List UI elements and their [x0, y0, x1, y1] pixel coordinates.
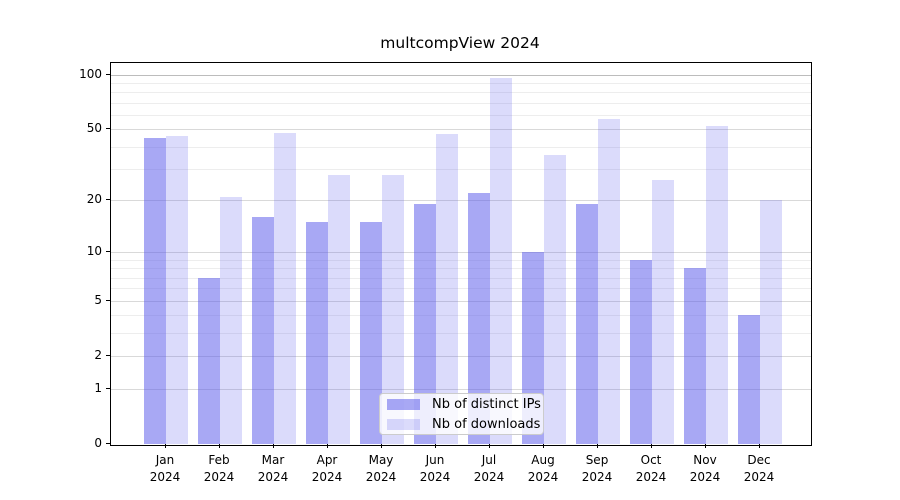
- bar-nb-of-distinct-ips-mar: [252, 217, 274, 444]
- plot-area: [110, 62, 812, 446]
- y-axis-tick-label-0: 0: [94, 436, 102, 450]
- legend: Nb of distinct IPs Nb of downloads: [379, 393, 544, 435]
- y-axis-tick-label-5: 5: [94, 292, 102, 307]
- bar-nb-of-downloads-nov: [706, 126, 728, 444]
- legend-item-distinct-ips: Nb of distinct IPs: [387, 394, 543, 414]
- y-axis-tick-0: [106, 443, 110, 444]
- y-axis-tick-label-50: 50: [86, 121, 102, 136]
- y-axis-tick-label-2: 2: [94, 348, 102, 363]
- y-gridline-major-100: [111, 74, 811, 76]
- bar-nb-of-distinct-ips-sep: [576, 204, 598, 444]
- bar-nb-of-downloads-jul: [490, 78, 512, 444]
- y-gridline-minor-3: [111, 333, 811, 335]
- x-axis-tick-sep: [597, 444, 598, 448]
- x-axis-tick-apr: [327, 444, 328, 448]
- y-gridline-major-20: [111, 200, 811, 202]
- y-gridline-major-5: [111, 300, 811, 302]
- x-axis-tick-jan: [165, 444, 166, 448]
- bar-nb-of-downloads-dec: [760, 200, 782, 444]
- bar-nb-of-distinct-ips-feb: [198, 277, 220, 444]
- bar-nb-of-distinct-ips-dec: [738, 315, 760, 444]
- x-axis-tick-label-jan: Jan 2024: [149, 453, 181, 484]
- bar-nb-of-downloads-oct: [652, 180, 674, 444]
- bar-nb-of-distinct-ips-oct: [630, 259, 652, 444]
- y-gridline-major-2: [111, 356, 811, 358]
- legend-swatch-downloads: [387, 418, 420, 430]
- y-gridline-minor-30: [111, 169, 811, 171]
- bar-nb-of-distinct-ips-nov: [684, 268, 706, 444]
- bar-nb-of-distinct-ips-apr: [306, 222, 328, 444]
- x-axis-tick-may: [381, 444, 382, 448]
- bar-nb-of-downloads-jun: [436, 134, 458, 444]
- y-axis-tick-label-1: 1: [94, 380, 102, 395]
- y-gridline-minor-90: [111, 83, 811, 85]
- y-gridline-minor-70: [111, 103, 811, 104]
- y-gridline-minor-6: [111, 288, 811, 290]
- y-axis-tick-5: [106, 299, 110, 301]
- x-axis-tick-dec: [759, 444, 760, 448]
- x-axis-tick-jul: [489, 444, 490, 448]
- bar-nb-of-downloads-apr: [328, 174, 350, 444]
- x-axis-tick-aug: [543, 444, 544, 448]
- x-axis-tick-label-oct: Oct 2024: [635, 453, 667, 484]
- bar-nb-of-distinct-ips-jan: [144, 137, 166, 444]
- x-axis-tick-label-apr: Apr 2024: [311, 453, 343, 484]
- bar-nb-of-downloads-jan: [166, 136, 188, 444]
- x-axis-tick-label-feb: Feb 2024: [203, 453, 235, 484]
- x-axis-tick-label-mar: Mar 2024: [257, 453, 289, 484]
- y-gridline-minor-7: [111, 277, 811, 279]
- bar-nb-of-downloads-feb: [220, 196, 242, 444]
- y-axis-tick-10: [106, 251, 110, 253]
- y-gridline-major-1: [111, 388, 811, 390]
- x-axis-tick-nov: [705, 444, 706, 448]
- x-axis-tick-label-dec: Dec 2024: [743, 453, 775, 484]
- y-axis-tick-50: [106, 128, 110, 130]
- x-axis-tick-oct: [651, 444, 652, 448]
- y-gridline-minor-8: [111, 268, 811, 270]
- x-axis-tick-label-jun: Jun 2024: [419, 453, 451, 484]
- legend-item-downloads: Nb of downloads: [387, 414, 543, 434]
- y-axis-tick-100: [106, 73, 110, 75]
- bar-nb-of-downloads-mar: [274, 132, 296, 444]
- y-gridline-minor-9: [111, 259, 811, 261]
- legend-swatch-distinct-ips: [387, 398, 420, 410]
- y-gridline-minor-80: [111, 92, 811, 94]
- bar-nb-of-distinct-ips-may: [360, 222, 382, 444]
- x-axis-tick-label-sep: Sep 2024: [581, 453, 613, 484]
- y-axis-tick-2: [106, 355, 110, 357]
- x-axis-tick-label-nov: Nov 2024: [689, 453, 721, 484]
- bar-nb-of-downloads-may: [382, 174, 404, 444]
- y-axis-tick-label-100: 100: [79, 66, 102, 81]
- y-gridline-minor-4: [111, 315, 811, 317]
- y-axis-tick-20: [106, 199, 110, 201]
- x-axis-tick-jun: [435, 444, 436, 448]
- y-axis-tick-label-20: 20: [86, 192, 102, 207]
- chart-title: multcompView 2024: [380, 34, 540, 52]
- x-axis-tick-label-may: May 2024: [365, 453, 397, 484]
- y-gridline-major-50: [111, 129, 811, 131]
- x-axis-tick-feb: [219, 444, 220, 448]
- legend-label-downloads: Nb of downloads: [432, 416, 541, 432]
- y-axis-tick-label-10: 10: [86, 244, 102, 259]
- x-axis-tick-label-jul: Jul 2024: [473, 453, 505, 484]
- x-axis-tick-label-aug: Aug 2024: [527, 453, 559, 484]
- y-gridline-minor-60: [111, 115, 811, 117]
- y-axis-tick-1: [106, 387, 110, 389]
- bar-nb-of-distinct-ips-jul: [468, 193, 490, 444]
- bar-nb-of-downloads-aug: [544, 155, 566, 444]
- legend-label-distinct-ips: Nb of distinct IPs: [432, 396, 541, 412]
- y-gridline-major-10: [111, 252, 811, 254]
- bar-nb-of-distinct-ips-jun: [414, 204, 436, 444]
- y-gridline-minor-40: [111, 146, 811, 148]
- x-axis-tick-mar: [273, 444, 274, 448]
- bar-nb-of-downloads-sep: [598, 119, 620, 444]
